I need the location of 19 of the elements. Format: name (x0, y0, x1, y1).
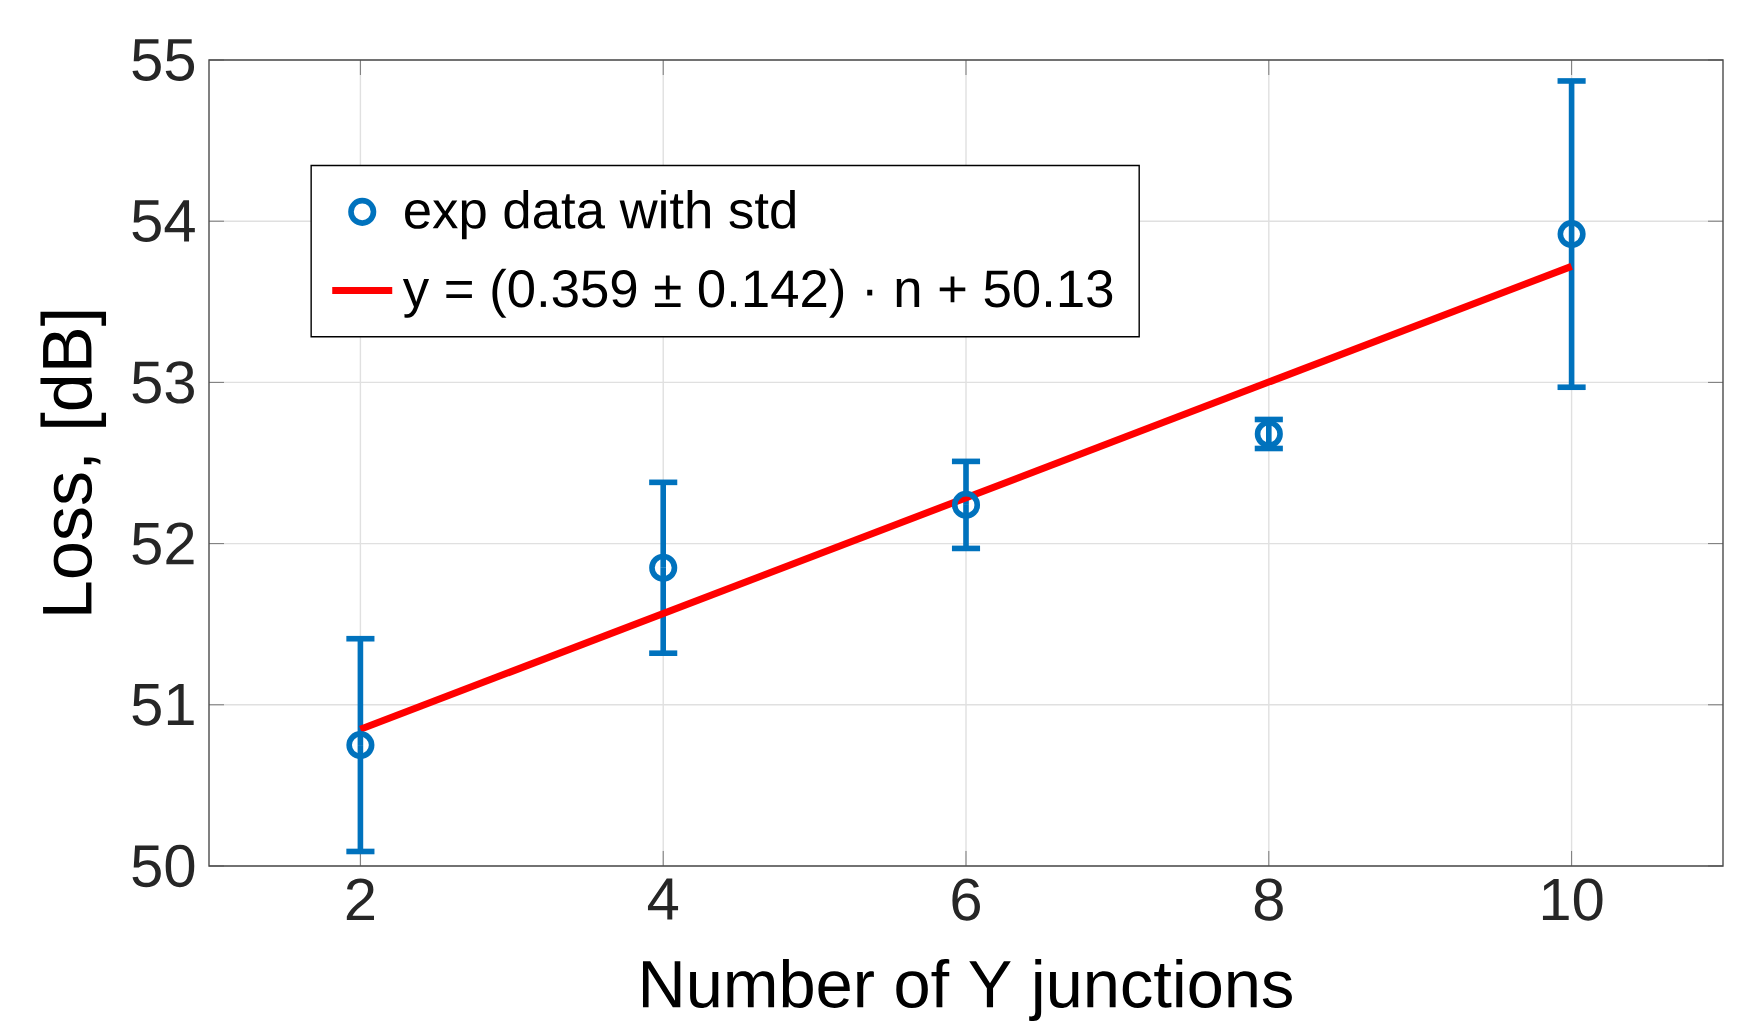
y-axis-title: Loss, [dB] (40, 311, 107, 614)
x-axis-title: Number of Y junctions (642, 958, 1292, 1022)
point (1557, 220, 1586, 249)
point (346, 731, 375, 760)
point (951, 490, 981, 519)
x-tick-label: 6 (952, 878, 980, 921)
y-tick-label: 50 (132, 844, 195, 888)
x-tick-label: 10 (1542, 878, 1603, 921)
y-tick-label: 54 (132, 200, 195, 243)
y-tick-label: 52 (132, 522, 194, 565)
y-tick-label: 51 (132, 683, 194, 726)
y-tick-label: 55 (132, 39, 195, 81)
legend-label: exp data with std (405, 190, 795, 240)
x-tick-label: 8 (1254, 878, 1283, 921)
x-tick-label: 2 (346, 878, 374, 921)
x-tick-label: 4 (647, 878, 679, 920)
point (649, 553, 678, 582)
y-tick-label: 53 (132, 361, 194, 404)
legend-label: y = (0.359 ± 0.142) · n + 50.13 (402, 268, 1113, 318)
